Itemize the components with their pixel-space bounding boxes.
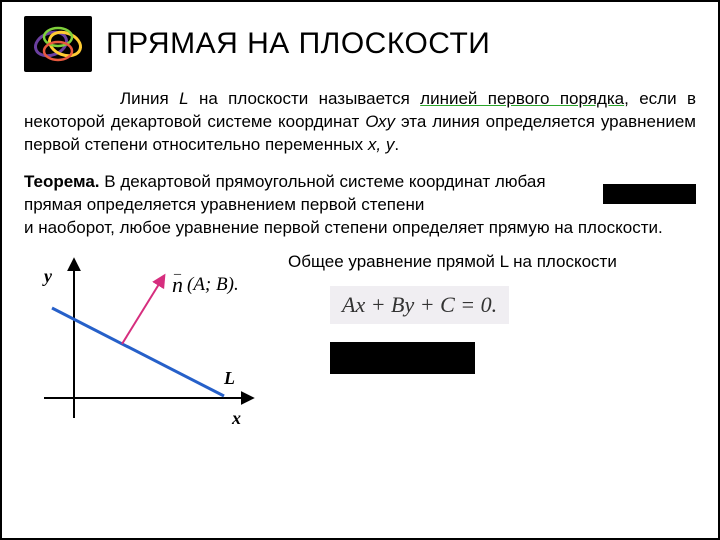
theorem-line1: Теорема. В декартовой прямоугольной сист… <box>24 171 696 217</box>
line-L-label: L <box>224 368 235 389</box>
slide: ПРЯМАЯ НА ПЛОСКОСТИ Линия L на плоскости… <box>2 2 718 538</box>
text: на плоскости называется <box>189 89 421 108</box>
slide-title: ПРЯМАЯ НА ПЛОСКОСТИ <box>106 27 490 61</box>
n-args: (A; B). <box>187 274 239 296</box>
redacted-box <box>603 184 696 204</box>
theorem-block: Теорема. В декартовой прямоугольной сист… <box>24 171 696 240</box>
equation-caption: Общее уравнение прямой L на плоскости <box>288 252 696 272</box>
vector-n-label: _ n (A; B). <box>172 272 239 298</box>
var-L: L <box>179 89 188 108</box>
right-column: Общее уравнение прямой L на плоскости Ax… <box>280 248 696 428</box>
defined-term: линией первого порядка <box>420 89 624 108</box>
lower-section: у х L _ n (A; B). Общее уравнение прямой… <box>24 248 696 428</box>
theorem-text2: и наоборот, любое уравнение первой степе… <box>24 217 696 240</box>
general-equation: Ax + By + C = 0. <box>330 286 509 324</box>
theorem-label: Теорема. <box>24 172 100 191</box>
graph: у х L _ n (A; B). <box>24 248 274 428</box>
logo-icon <box>24 16 92 72</box>
redacted-box-2 <box>330 342 475 374</box>
var-oxy: Оху <box>365 112 395 131</box>
y-axis-label: у <box>44 266 52 287</box>
x-axis-label: х <box>232 408 241 429</box>
text: Линия <box>120 89 179 108</box>
text: . <box>394 135 399 154</box>
header: ПРЯМАЯ НА ПЛОСКОСТИ <box>24 16 696 72</box>
definition-paragraph: Линия L на плоскости называется линией п… <box>24 88 696 157</box>
theorem-text1: В декартовой прямоугольной системе коорд… <box>24 172 546 214</box>
var-xy: х, у <box>368 135 394 154</box>
